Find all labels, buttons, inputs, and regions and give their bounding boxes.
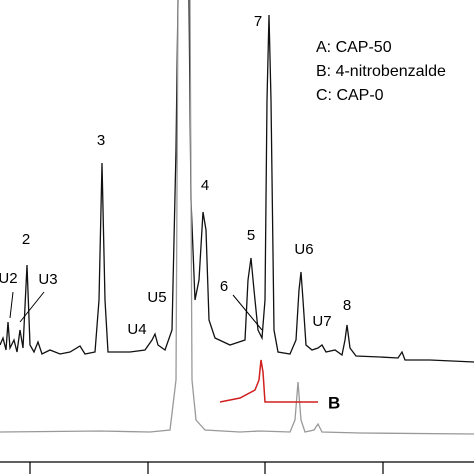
peak-label: U6 bbox=[294, 241, 313, 258]
legend-entry: C: CAP-0 bbox=[316, 87, 384, 104]
peak-label: U2 bbox=[0, 270, 18, 287]
peak-label: U7 bbox=[312, 313, 331, 330]
legend-entry: B: 4-nitrobenzalde bbox=[316, 63, 446, 80]
pointer bbox=[9, 291, 14, 319]
annotation-lines bbox=[9, 291, 263, 331]
peak-label: 4 bbox=[201, 177, 209, 194]
trace-b bbox=[219, 359, 318, 403]
peak-label: U3 bbox=[38, 271, 57, 288]
peak-label: 8 bbox=[343, 297, 351, 314]
peak-label: 7 bbox=[254, 13, 262, 30]
peak-label: 6 bbox=[220, 278, 228, 295]
peak-label: U5 bbox=[147, 289, 166, 306]
trace-label: B bbox=[328, 393, 340, 412]
axis bbox=[0, 461, 474, 474]
legend-entry: A: CAP-50 bbox=[316, 39, 392, 56]
peak-label: 3 bbox=[97, 132, 105, 149]
pointer bbox=[232, 294, 263, 331]
peak-label: U4 bbox=[127, 321, 146, 338]
trace-c bbox=[0, 0, 474, 435]
peak-label: 5 bbox=[247, 227, 255, 244]
peak-label: 2 bbox=[22, 231, 30, 248]
trace-a bbox=[0, 0, 474, 363]
pointer bbox=[19, 291, 45, 323]
